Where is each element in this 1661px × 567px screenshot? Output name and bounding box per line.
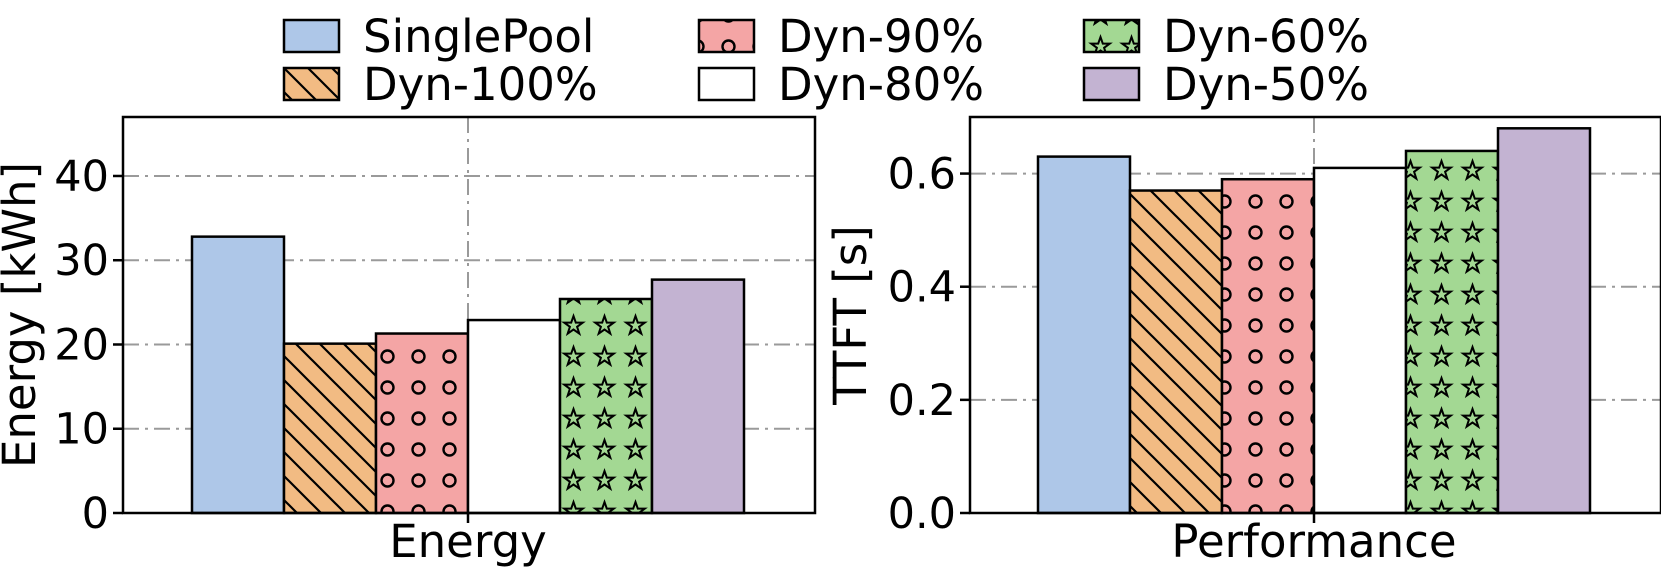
legend-swatch-dyn-90pct [697,18,756,54]
bar-dyn-100pct [282,342,378,515]
legend-entry-dyn-60pct: Dyn-60% [1082,10,1369,63]
bar-dyn-80pct [466,318,562,515]
y-tick-label: 10 [54,405,109,455]
legend-swatch-dyn-80pct [697,66,756,102]
y-tick-label: 30 [54,236,109,286]
bar-dyn-90pct [374,332,470,515]
legend-entry-dyn-50pct: Dyn-50% [1082,58,1369,111]
bar-dyn-60pct [558,297,654,515]
legend-swatch-singlepool [282,18,341,54]
legend-label-dyn-100pct: Dyn-100% [363,58,598,111]
bar-dyn-80pct [1312,166,1408,515]
chart-energy: 0 10 20 30 40 Energy Energy [kWh] [0,115,817,567]
legend-entry-singlepool: SinglePool [282,10,594,63]
legend-swatch-dyn-50pct [1082,66,1141,102]
x-axis-label: Performance [1171,515,1456,567]
plot-frame [968,115,1661,515]
legend-entry-dyn-80pct: Dyn-80% [697,58,984,111]
legend-entry-dyn-100pct: Dyn-100% [282,58,598,111]
bar-dyn-90pct [1220,177,1316,515]
bar-dyn-50pct [1496,127,1592,515]
y-axis-label: Energy [kWh] [0,162,46,468]
y-tick-label: 0.4 [888,263,956,313]
legend-label-dyn-90pct: Dyn-90% [778,10,984,63]
plots: 0 10 20 30 40 Energy Energy [kWh] 0.0 0.2 0.4 0.6 P… [0,115,1661,567]
x-axis-label: Energy [389,515,547,567]
legend-label-dyn-80pct: Dyn-80% [778,58,984,111]
bar-dyn-100pct [1128,189,1224,515]
y-tick-label: 0.0 [888,489,956,539]
chart-performance: 0.0 0.2 0.4 0.6 Performance TTFT [s] [824,115,1661,567]
y-tick-label: 20 [54,320,109,370]
y-axis-label: TTFT [s] [824,225,877,406]
y-tick-label: 0.6 [888,150,956,200]
legend-swatch-dyn-100pct [282,66,341,102]
y-tick-label: 40 [54,152,109,202]
legend-swatch-dyn-60pct [1082,18,1141,54]
bar-singlepool [190,235,286,515]
legend-label-dyn-60pct: Dyn-60% [1163,10,1369,63]
y-tick-label: 0.2 [888,376,956,426]
y-tick-label: 0 [82,489,109,539]
bar-singlepool [1036,155,1132,515]
bar-dyn-50pct [650,278,746,515]
bar-dyn-60pct [1404,149,1500,515]
legend: SinglePool Dyn-90% Dyn-60% Dyn-100% Dyn-80% D… [282,10,1369,111]
legend-entry-dyn-90pct: Dyn-90% [697,10,984,63]
legend-label-singlepool: SinglePool [363,10,594,63]
legend-label-dyn-50pct: Dyn-50% [1163,58,1369,111]
